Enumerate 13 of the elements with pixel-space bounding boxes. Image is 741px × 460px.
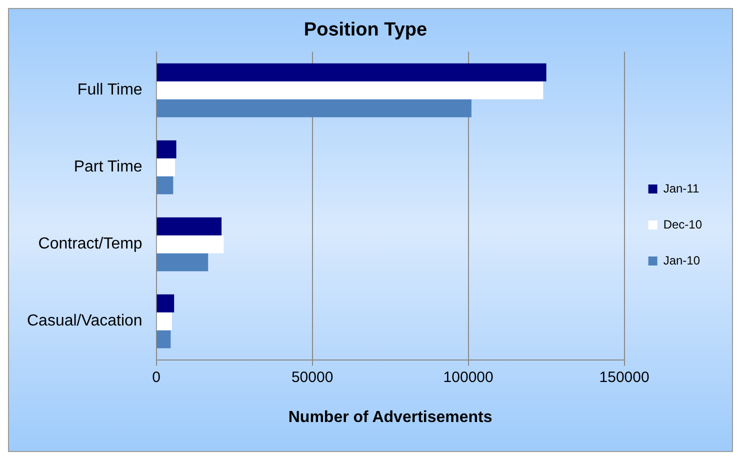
- x-axis-title: Number of Advertisements: [288, 408, 492, 426]
- x-tick-label: 100000: [443, 368, 494, 386]
- y-tick-label: Casual/Vacation: [27, 312, 142, 330]
- chart-title: Position Type: [304, 20, 428, 41]
- x-tick-label: 0: [152, 368, 160, 386]
- x-tick-label: 50000: [291, 368, 334, 386]
- legend-label: Dec-10: [663, 217, 702, 232]
- y-tick-label: Part Time: [74, 158, 142, 176]
- y-tick-label: Full Time: [77, 82, 142, 99]
- legend-label: Jan-11: [663, 181, 700, 196]
- legend-label: Jan-10: [663, 253, 700, 268]
- y-tick-label: Contract/Temp: [38, 236, 142, 253]
- x-tick-label: 150000: [599, 368, 650, 386]
